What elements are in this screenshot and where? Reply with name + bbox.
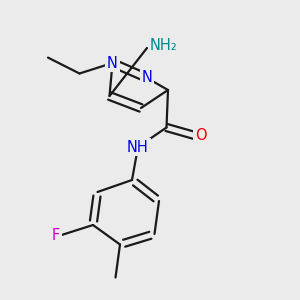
Text: NH: NH (127, 140, 149, 154)
Text: N: N (107, 56, 118, 70)
Text: NH₂: NH₂ (150, 38, 178, 52)
Text: O: O (195, 128, 207, 143)
Text: F: F (52, 228, 60, 243)
Text: N: N (142, 70, 152, 86)
